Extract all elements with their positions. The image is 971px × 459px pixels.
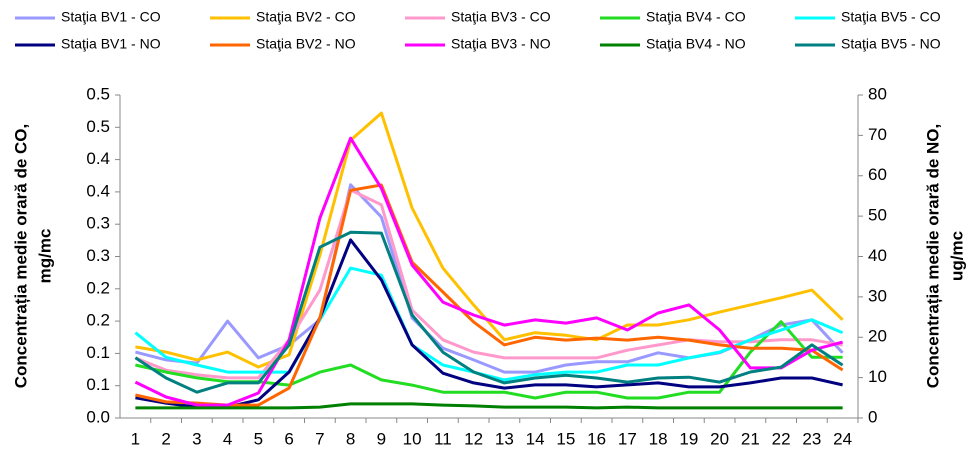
legend-label: Staţia BV3 - NO [451, 36, 551, 52]
x-tick-label: 3 [192, 429, 201, 448]
y2-axis-title-line: Concentrația medie orară de NO, [923, 124, 942, 389]
y-tick-label: 0.2 [86, 278, 110, 297]
x-tick-label: 15 [556, 429, 575, 448]
y-tick-label: 0.4 [86, 181, 110, 200]
series-line [134, 136, 843, 407]
series-line [135, 238, 843, 409]
x-tick-label: 22 [772, 429, 791, 448]
x-tick-label: 20 [710, 429, 729, 448]
legend-label: Staţia BV4 - CO [646, 9, 746, 25]
legend-item: Staţia BV3 - NO [405, 36, 551, 52]
legend-item: Staţia BV1 - CO [15, 9, 161, 25]
x-tick-label: 13 [495, 429, 514, 448]
x-tick-label: 23 [802, 429, 821, 448]
x-tick-label: 24 [833, 429, 852, 448]
legend-label: Staţia BV5 - NO [841, 36, 941, 52]
x-tick-label: 4 [223, 429, 232, 448]
legend-label: Staţia BV1 - CO [61, 9, 161, 25]
x-tick-label: 21 [741, 429, 760, 448]
x-tick-label: 8 [346, 429, 355, 448]
y-axis-title-line: Concentrația medie orară de CO, [11, 124, 30, 389]
y-tick-label: 0.2 [86, 311, 110, 330]
legend-item: Staţia BV4 - CO [600, 9, 746, 25]
legend-label: Staţia BV2 - CO [256, 9, 356, 25]
y-axis-title-line: mg/mc [35, 229, 54, 284]
legend-item: Staţia BV2 - NO [210, 36, 356, 52]
legend-item: Staţia BV2 - CO [210, 9, 356, 25]
legend-item: Staţia BV5 - NO [795, 36, 941, 52]
y2-tick-label: 60 [868, 165, 887, 184]
series-line [134, 188, 843, 380]
y-tick-label: 0.5 [86, 117, 110, 136]
x-tick-label: 5 [254, 429, 263, 448]
y-axis-title: Concentrația medie orară de CO, mg/mc [11, 124, 54, 389]
x-tick-label: 14 [526, 429, 545, 448]
y2-axis-title: Concentrația medie orară de NO, ug/mc [923, 124, 966, 389]
y2-axis-title-line: ug/mc [947, 231, 966, 281]
legend-item: Staţia BV1 - NO [15, 36, 161, 52]
x-tick-label: 9 [377, 429, 386, 448]
y2-tick-label: 40 [868, 246, 887, 265]
legend-label: Staţia BV1 - NO [61, 36, 161, 52]
x-tick-label: 11 [434, 429, 452, 448]
x-tick-label: 18 [649, 429, 668, 448]
y-tick-label: 0.1 [86, 375, 110, 394]
x-tick-label: 1 [131, 429, 140, 448]
y2-tick-label: 30 [868, 286, 887, 305]
y2-tick-label: 70 [868, 125, 887, 144]
y-tick-label: 0.3 [86, 246, 110, 265]
x-tick-label: 6 [284, 429, 293, 448]
legend-label: Staţia BV5 - CO [841, 9, 941, 25]
x-tick-label: 12 [464, 429, 483, 448]
y2-tick-label: 10 [868, 367, 887, 386]
legend-item: Staţia BV4 - NO [600, 36, 746, 52]
y2-tick-label: 20 [868, 327, 887, 346]
y-tick-label: 0.5 [86, 84, 110, 103]
series-line [134, 230, 844, 394]
legend-label: Staţia BV4 - NO [646, 36, 746, 52]
y-tick-label: 0.1 [86, 343, 110, 362]
legend-item: Staţia BV5 - CO [795, 9, 941, 25]
x-tick-label: 10 [403, 429, 422, 448]
x-tick-label: 7 [315, 429, 324, 448]
legend-label: Staţia BV2 - NO [256, 36, 356, 52]
y-tick-label: 0.0 [86, 407, 110, 426]
x-tick-label: 2 [161, 429, 170, 448]
y2-tick-label: 50 [868, 206, 887, 225]
series-line [135, 183, 844, 407]
y-tick-label: 0.4 [86, 149, 110, 168]
x-tick-label: 19 [679, 429, 698, 448]
series-line [135, 111, 844, 369]
x-tick-label: 17 [618, 429, 637, 448]
series-line [135, 402, 843, 410]
x-tick-label: 16 [587, 429, 606, 448]
y2-tick-label: 80 [868, 84, 887, 103]
y2-tick-label: 0 [868, 407, 877, 426]
y-tick-label: 0.3 [86, 214, 110, 233]
legend-item: Staţia BV3 - CO [405, 9, 551, 25]
legend-label: Staţia BV3 - CO [451, 9, 551, 25]
